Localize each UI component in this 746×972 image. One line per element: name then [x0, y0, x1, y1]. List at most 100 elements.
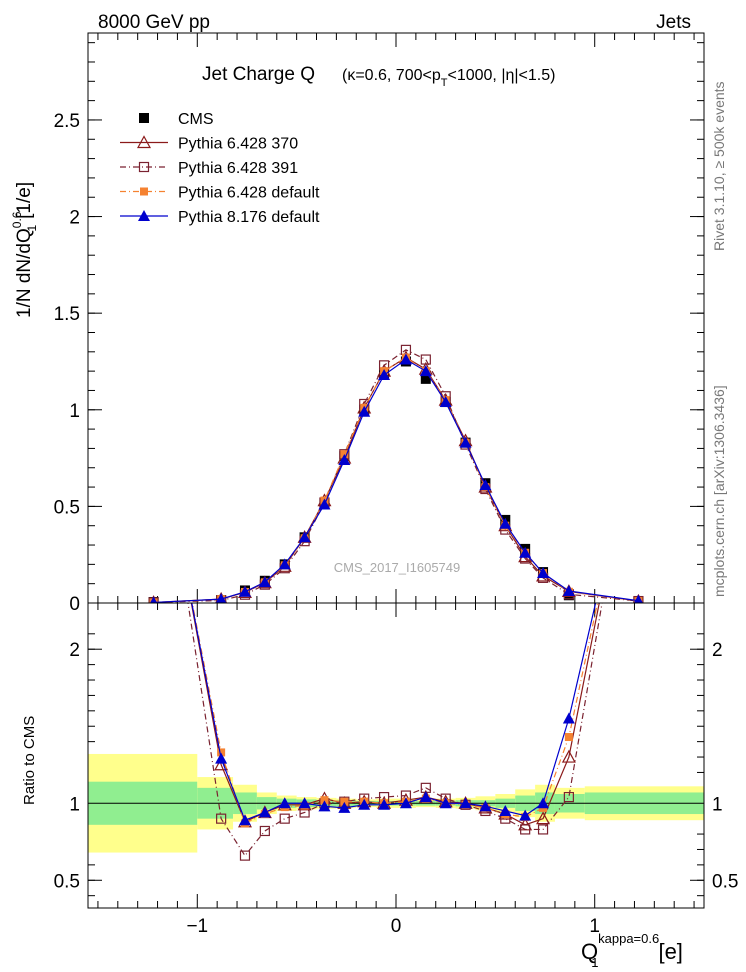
ratio-point — [215, 752, 228, 764]
ratio-y-tick-label-right: 2 — [712, 640, 723, 661]
ratio-y-label: Ratio to CMS — [21, 716, 38, 805]
main-axis-ticks: 0 0.5 1 1.5 2 2.5 −1 0 1 0.5 0.5 1 1 2 2 — [54, 33, 738, 937]
ratio-point — [520, 824, 531, 835]
data-point — [633, 594, 643, 603]
data-point — [420, 354, 431, 365]
data-point — [479, 479, 492, 491]
ratio-line — [191, 603, 597, 821]
ratio-point — [563, 791, 574, 803]
ratio-point — [279, 813, 290, 824]
data-point — [238, 585, 251, 597]
data-point — [562, 585, 575, 597]
ratio-panel — [88, 603, 704, 861]
data-point — [278, 558, 291, 570]
ratio-point — [562, 712, 575, 724]
legend-marker — [138, 161, 150, 173]
ratio-point — [239, 850, 251, 861]
ratio-line — [187, 603, 603, 857]
ratio-point — [358, 798, 371, 810]
ratio-point — [338, 801, 351, 813]
ratio-point — [278, 797, 291, 809]
legend-marker — [136, 135, 152, 149]
ratio-point — [459, 797, 472, 809]
series-line — [153, 358, 639, 603]
ratio-point — [419, 791, 432, 803]
data-point — [215, 593, 227, 603]
ratio-point — [439, 797, 452, 809]
ratio-line — [190, 603, 600, 826]
header-process: Jets — [656, 12, 691, 33]
legend-label: CMS — [178, 111, 214, 128]
ratio-point — [561, 749, 576, 763]
ratio-y-tick-label: 2 — [69, 640, 80, 661]
data-point — [420, 373, 431, 384]
ratio-point — [519, 809, 532, 821]
ratio-point — [258, 806, 271, 818]
data-point — [258, 576, 271, 588]
data-point — [439, 396, 452, 408]
ratio-line — [191, 603, 599, 825]
legend-item-pythia-6-428-default: Pythia 6.428 default — [120, 185, 320, 202]
series-pythia-8-176-default — [149, 353, 643, 603]
x-tick-label: 0 — [391, 916, 402, 937]
legend: CMS Pythia 6.428 370 Pythia 6.428 391 Pythi… — [120, 111, 320, 226]
data-point — [338, 454, 351, 466]
y-tick-label: 2.5 — [54, 111, 80, 132]
ratio-point — [320, 796, 329, 805]
ratio-series-group — [187, 603, 603, 861]
ratio-point — [479, 800, 492, 812]
ratio-frame — [87, 602, 705, 909]
ratio-point — [318, 800, 331, 812]
legend-item-pythia-8-176-default: Pythia 8.176 default — [120, 209, 320, 226]
mcplots-reference: mcplots.cern.ch [arXiv:1306.3436] — [711, 385, 727, 597]
analysis-watermark: CMS_2017_I1605749 — [334, 560, 461, 575]
rivet-version: Rivet 3.1.10, ≥ 500k events — [711, 81, 727, 251]
data-point — [537, 567, 550, 579]
ratio-point — [537, 824, 549, 835]
legend-label: Pythia 8.176 default — [178, 209, 320, 226]
main-series-group — [148, 344, 644, 603]
ratio-series-pythia-6-428-default — [191, 603, 599, 828]
ratio-point — [499, 804, 512, 816]
data-point — [399, 353, 412, 365]
ratio-point — [238, 814, 251, 826]
header-energy: 8000 GeV pp — [98, 12, 210, 33]
data-point — [318, 498, 331, 510]
ratio-point — [399, 797, 412, 809]
x-tick-label: 1 — [589, 916, 600, 937]
plot-title: Jet Charge Q — [202, 64, 315, 85]
legend-item-pythia-6-428-391: Pythia 6.428 391 — [120, 160, 298, 177]
plot-title-cuts: (κ=0.6, 700<pT<1000, |η|<1.5) — [342, 67, 555, 89]
ratio-point — [564, 733, 573, 742]
ratio-series-pythia-8-176-default — [191, 603, 597, 826]
ratio-point — [217, 748, 226, 757]
legend-item-cms: CMS — [139, 111, 214, 128]
ratio-point — [259, 825, 270, 837]
y-tick-label: 1.5 — [54, 304, 80, 325]
x-tick-label: −1 — [186, 916, 208, 937]
legend-label: Pythia 6.428 370 — [178, 136, 298, 153]
legend-marker — [140, 187, 148, 196]
ratio-point — [216, 813, 227, 824]
ratio-y-tick-label-right: 0.5 — [712, 871, 738, 892]
data-point — [419, 365, 432, 377]
data-point — [358, 405, 371, 417]
y-axis-label: 1/N dN/dQ0.61[1/e] — [10, 182, 39, 318]
data-point — [499, 517, 512, 529]
legend-item-pythia-6-428-370: Pythia 6.428 370 — [120, 135, 298, 153]
legend-marker — [139, 113, 149, 123]
ratio-point — [537, 797, 550, 809]
ratio-series-pythia-6-428-370 — [190, 603, 600, 831]
legend-label: Pythia 6.428 default — [178, 185, 320, 202]
ratio-y-tick-label: 0.5 — [54, 871, 80, 892]
data-point — [298, 531, 311, 543]
data-point — [378, 369, 391, 380]
ratio-point — [214, 757, 229, 771]
main-panel: 0 0.5 1 1.5 2 2.5 −1 0 1 0.5 0.5 1 1 2 2 — [54, 33, 738, 937]
ratio-point — [378, 798, 391, 810]
ratio-y-tick-label: 1 — [69, 794, 80, 815]
data-point — [519, 546, 532, 558]
y-tick-label: 1 — [69, 401, 80, 422]
y-tick-label: 0.5 — [54, 497, 80, 518]
